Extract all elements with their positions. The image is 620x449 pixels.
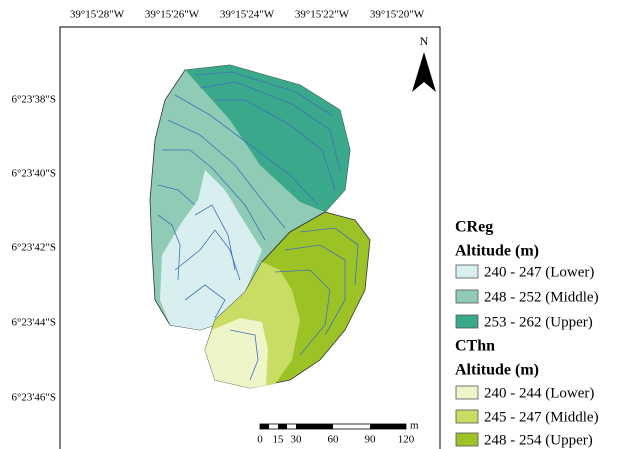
scale-unit: m (410, 420, 419, 432)
legend-item: 248 - 252 (Middle) (484, 289, 599, 305)
legend-swatch (455, 385, 479, 400)
legend-title: CReg (455, 219, 493, 236)
scale-label: 0 (257, 434, 263, 446)
legend-item: 248 - 254 (Upper) (484, 432, 593, 448)
latitude-label: 6°23'40"S (12, 168, 57, 180)
north-label: N (420, 34, 429, 48)
longitude-label: 39°15'22"W (295, 9, 350, 21)
legend-swatch (455, 264, 479, 279)
legend-item: 253 - 262 (Upper) (484, 314, 593, 330)
scale-label: 30 (291, 434, 303, 446)
legend-item: 245 - 247 (Middle) (484, 409, 599, 425)
legend-swatch (455, 314, 479, 329)
creg-watershed (149, 64, 351, 331)
scale-label: 90 (365, 434, 377, 446)
scale-label: 60 (328, 434, 340, 446)
latitude-label: 6°23'44"S (12, 317, 57, 329)
latitude-label: 6°23'42"S (12, 242, 57, 254)
latitude-label: 6°23'38"S (12, 94, 57, 106)
longitude-label: 39°15'26"W (145, 9, 200, 21)
legend-title: CThn (455, 338, 495, 355)
north-arrow (412, 52, 436, 92)
scale-label: 120 (398, 434, 415, 446)
scale-label: 15 (273, 434, 285, 446)
longitude-label: 39°15'24"W (220, 9, 275, 21)
latitude-label: 6°23'46"S (12, 392, 57, 404)
legend-item: 240 - 247 (Lower) (484, 264, 594, 280)
legend-swatch (455, 409, 479, 424)
cthn-watershed (204, 211, 371, 389)
legend-subtitle: Altitude (m) (455, 243, 539, 260)
legend-swatch (455, 432, 479, 447)
scale-bar (259, 423, 407, 430)
legend-item: 240 - 244 (Lower) (484, 385, 594, 401)
legend-swatch (455, 289, 479, 304)
longitude-label: 39°15'20"W (370, 9, 425, 21)
legend-subtitle: Altitude (m) (455, 362, 539, 379)
longitude-label: 39°15'28"W (70, 9, 125, 21)
